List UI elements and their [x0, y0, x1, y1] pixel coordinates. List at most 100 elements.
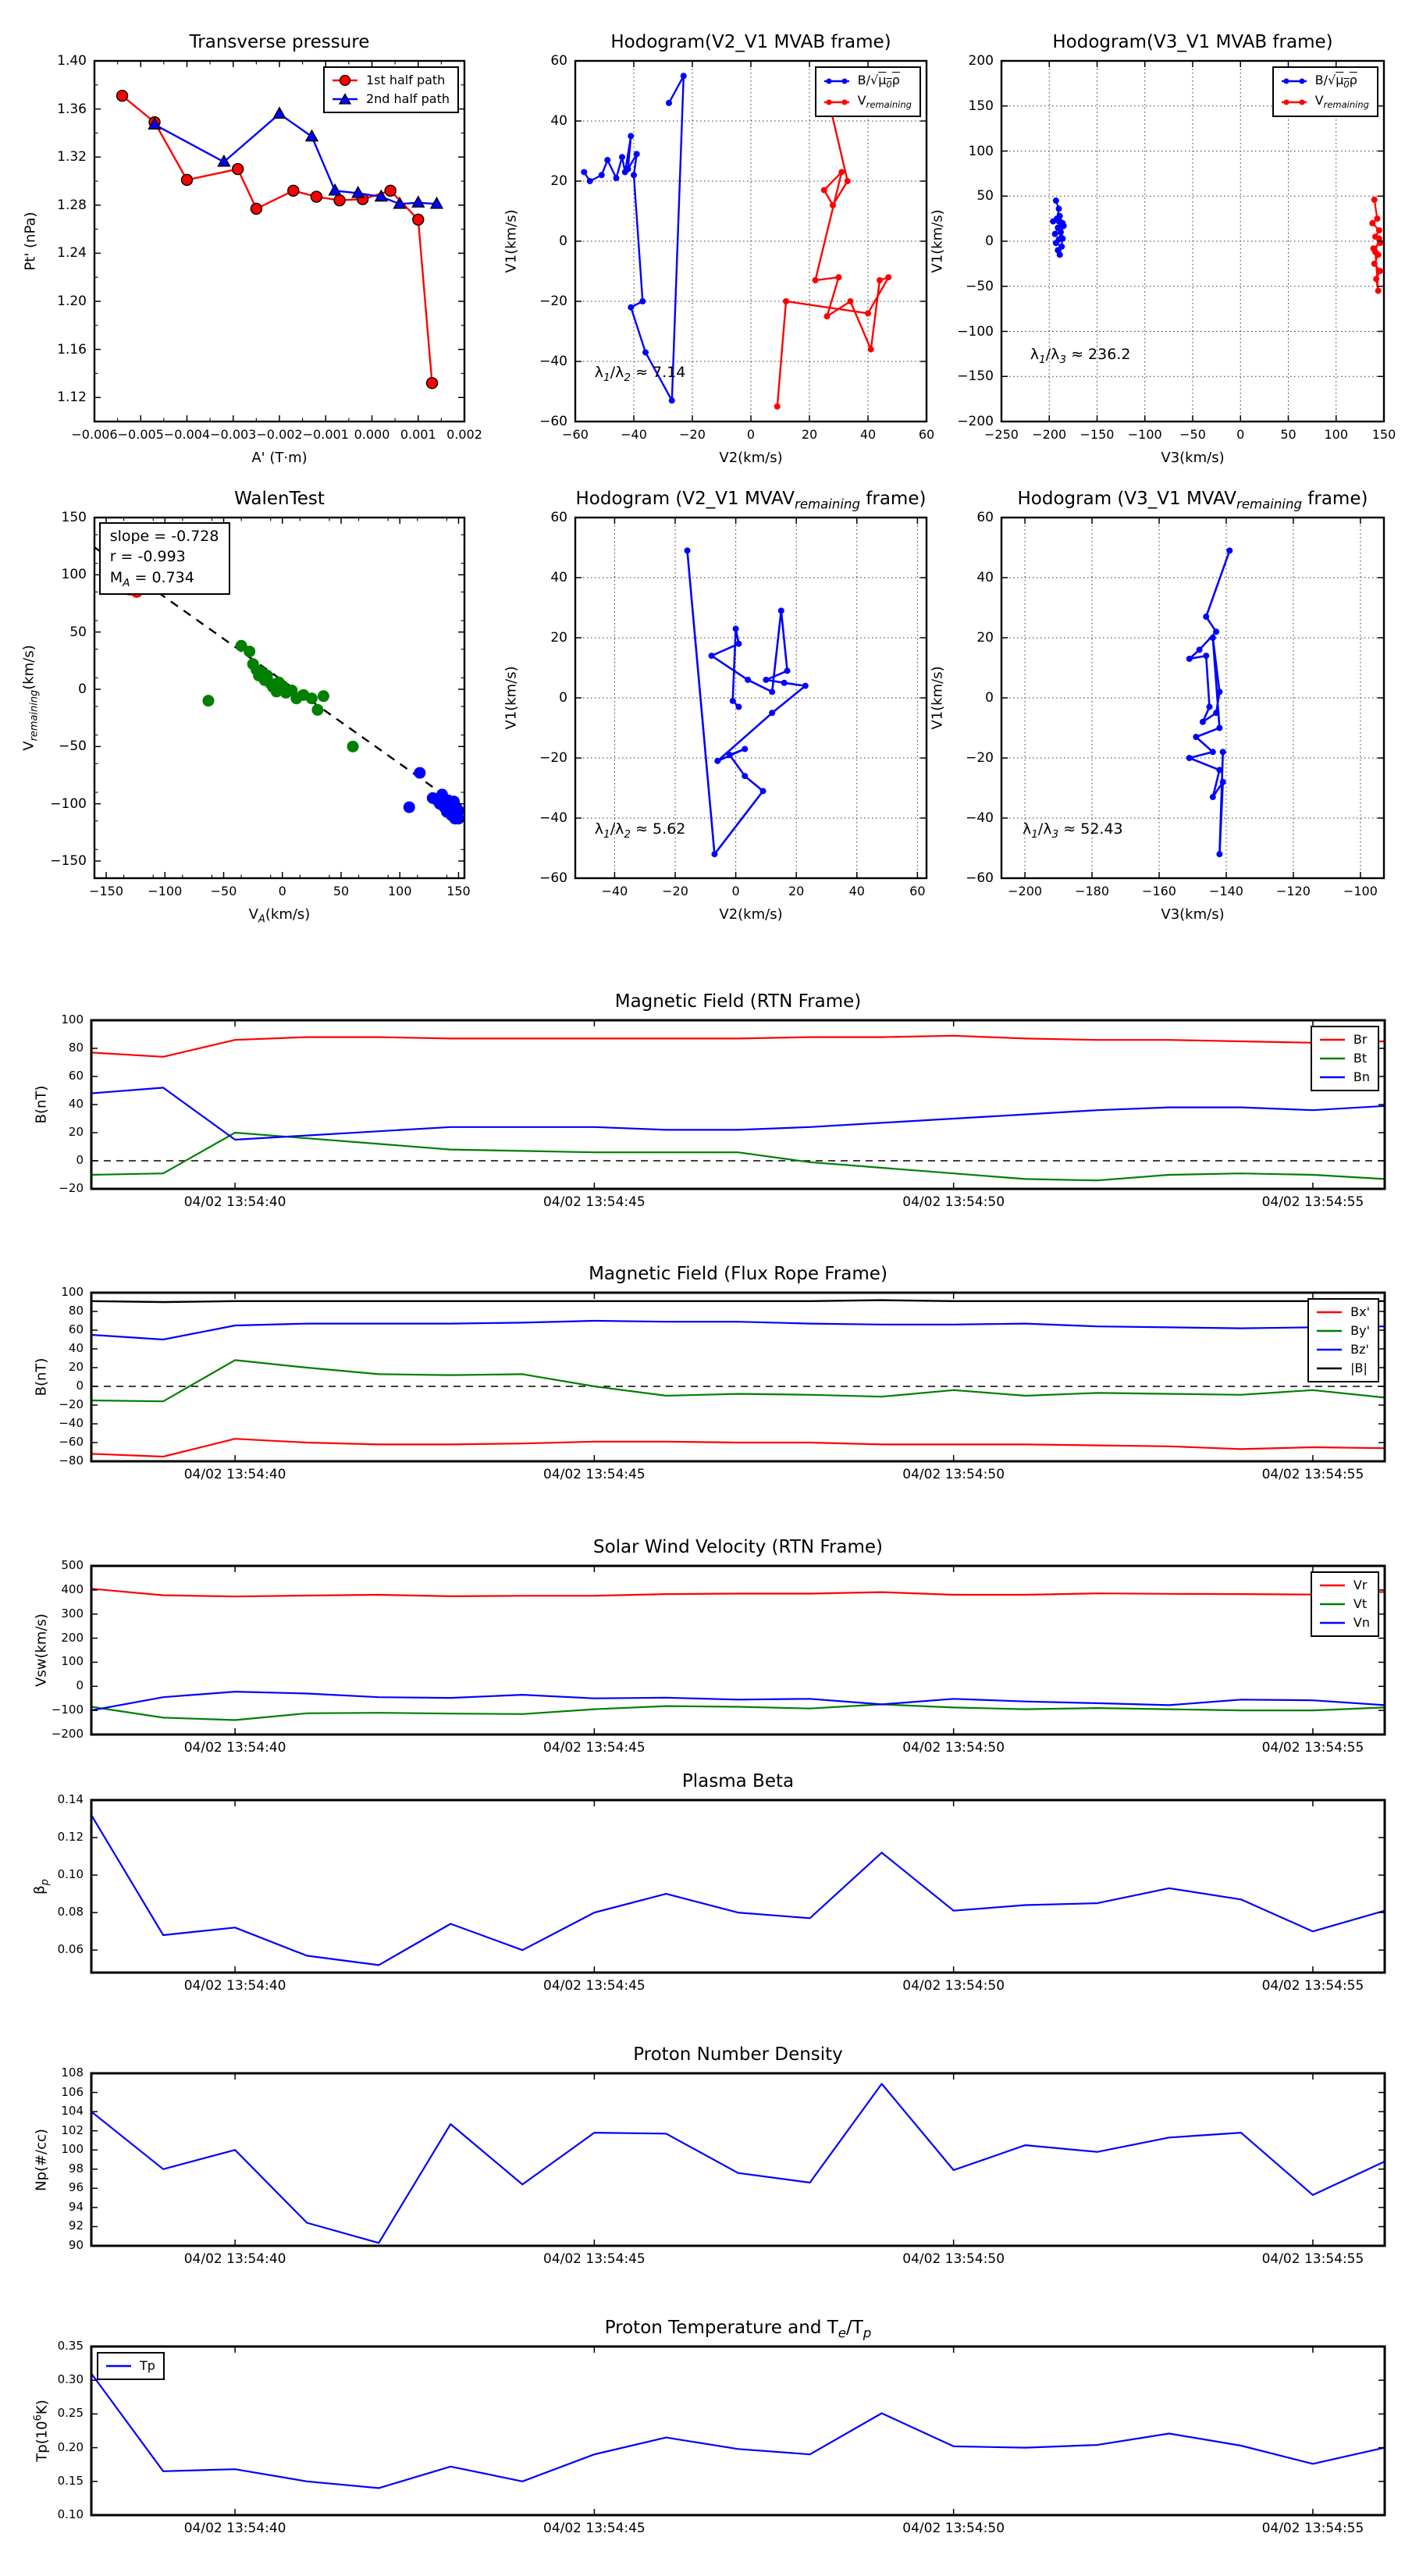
x-tick-label: −100 [148, 884, 183, 898]
y-tick-label: 0.30 [57, 2372, 84, 2387]
y-tick-label: 80 [68, 1304, 84, 1318]
legend-label: 1st half path [365, 73, 446, 87]
legend: Tp [97, 2352, 165, 2380]
legend: Br Bt Bn [1310, 1026, 1379, 1091]
y-axis-label: V1(km/s) [503, 209, 520, 273]
panel-title: Proton Number Density [633, 2044, 843, 2065]
y-tick-label: 20 [550, 173, 567, 189]
y-tick-label: −20 [59, 1397, 84, 1411]
y-tick-label: −40 [539, 810, 567, 826]
y-tick-label: 0.10 [57, 2507, 84, 2521]
y-tick-label: −80 [59, 1453, 84, 1468]
legend-label: Vremaining [857, 93, 912, 111]
plot-area-solar-wind-velocity [90, 1564, 1386, 1736]
y-axis-label: B(nT) [33, 1085, 50, 1124]
legend: B/√μ0ρ Vremaining [1272, 66, 1378, 117]
x-tick-label: −60 [562, 427, 589, 442]
x-tick-label: 150 [446, 884, 471, 898]
x-tick-label: 04/02 13:54:55 [1261, 1194, 1364, 1210]
legend-item: Vt [1318, 1595, 1370, 1614]
y-axis-label: Tp(106K) [32, 2400, 51, 2462]
y-tick-label: 1.36 [57, 101, 87, 117]
legend-item: Vn [1318, 1614, 1370, 1632]
y-tick-label: 1.40 [57, 53, 87, 69]
y-tick-label: 102 [61, 2122, 84, 2137]
legend-label: Bn [1353, 1069, 1370, 1084]
y-tick-label: 60 [550, 510, 567, 525]
plot-area-transverse-pressure [93, 59, 466, 423]
y-tick-label: 1.12 [57, 390, 87, 406]
y-tick-label: 106 [61, 2084, 84, 2099]
y-axis-label: V1(km/s) [929, 666, 946, 730]
y-tick-label: 500 [61, 1558, 84, 1572]
panel-plasma-beta: 04/02 13:54:40 04/02 13:54:45 04/02 13:54:… [32, 1771, 1386, 1994]
x-tick-label: −20 [662, 884, 688, 898]
x-axis-label: VA(km/s) [248, 906, 311, 926]
x-tick-label: 0 [278, 884, 286, 898]
y-tick-label: 40 [68, 1341, 84, 1355]
y-tick-label: 150 [968, 98, 994, 114]
legend-label: Vremaining [1314, 93, 1369, 111]
y-tick-label: 200 [968, 53, 994, 69]
panel-magnetic-field-rtn: 04/02 13:54:40 04/02 13:54:45 04/02 13:54:… [34, 991, 1386, 1210]
plot-area-magnetic-field-flux-rope [90, 1291, 1386, 1463]
plot-area-hodogram-v2v1-mvav [574, 516, 928, 880]
y-axis-label: Np(#/cc) [33, 2128, 50, 2191]
y-tick-label: 96 [68, 2180, 84, 2195]
y-tick-label: 20 [68, 1360, 84, 1374]
x-tick-label: −0.006 [71, 427, 118, 442]
legend-sample-line-dots [823, 78, 849, 84]
plot-area-proton-temperature [90, 2345, 1386, 2517]
legend-sample-line [1317, 1348, 1343, 1351]
y-tick-label: 100 [61, 1012, 84, 1026]
x-axis-label: V2(km/s) [719, 450, 783, 466]
legend-label: By' [1350, 1323, 1370, 1338]
legend-sample-line-dots [823, 99, 849, 105]
y-axis-label: Vsw(km/s) [33, 1614, 50, 1687]
y-tick-label: 0 [76, 1153, 84, 1167]
y-tick-label: 1.24 [57, 245, 87, 262]
legend-label: Bz' [1350, 1342, 1369, 1357]
x-tick-label: 04/02 13:54:55 [1261, 2251, 1364, 2267]
x-tick-label: 04/02 13:54:45 [543, 2251, 646, 2267]
legend-item: B/√μ0ρ [823, 71, 912, 91]
y-tick-label: 60 [68, 1069, 84, 1083]
legend-label: Bt [1353, 1051, 1368, 1066]
y-tick-label: 0 [559, 690, 567, 706]
y-tick-label: 50 [69, 624, 87, 640]
y-tick-label: −100 [50, 795, 87, 812]
panel-title: Magnetic Field (Flux Rope Frame) [589, 1264, 887, 1284]
x-tick-label: 04/02 13:54:40 [183, 2251, 286, 2267]
y-tick-label: −150 [50, 853, 87, 869]
legend-label: Br [1353, 1032, 1368, 1047]
y-axis-label: V1(km/s) [929, 209, 946, 273]
x-tick-label: 40 [848, 884, 865, 898]
y-tick-label: 0.15 [57, 2473, 84, 2488]
x-tick-label: −20 [679, 427, 706, 442]
x-tick-label: 04/02 13:54:55 [1261, 2521, 1364, 2536]
x-tick-label: 04/02 13:54:45 [543, 1467, 646, 1482]
panel-title: Proton Temperature and Te/Tp [604, 2318, 872, 2341]
x-tick-label: −180 [1075, 884, 1110, 898]
x-tick-label: −0.005 [117, 427, 164, 442]
legend-label: 2nd half path [365, 91, 450, 106]
y-tick-label: 1.20 [57, 294, 87, 309]
legend-item: Bt [1318, 1049, 1370, 1068]
x-axis-label: V3(km/s) [1161, 450, 1225, 466]
y-axis-label: B(nT) [33, 1357, 50, 1397]
legend: Vr Vt Vn [1310, 1571, 1379, 1637]
y-tick-label: 400 [61, 1582, 84, 1596]
y-tick-label: 100 [61, 1285, 84, 1299]
legend-sample-line [1317, 1367, 1343, 1370]
y-axis-label: βp [31, 1878, 52, 1895]
x-tick-label: 150 [1371, 427, 1396, 442]
plot-area-plasma-beta [90, 1799, 1386, 1974]
y-tick-label: 98 [68, 2161, 84, 2176]
legend-label: Vn [1353, 1615, 1370, 1630]
panel-title: Hodogram (V2_V1 MVAVremaining frame) [575, 489, 927, 512]
x-tick-label: 0 [731, 884, 740, 898]
legend-label: |B| [1350, 1361, 1368, 1375]
x-tick-label: 0 [746, 427, 756, 442]
y-tick-label: −20 [539, 294, 567, 309]
